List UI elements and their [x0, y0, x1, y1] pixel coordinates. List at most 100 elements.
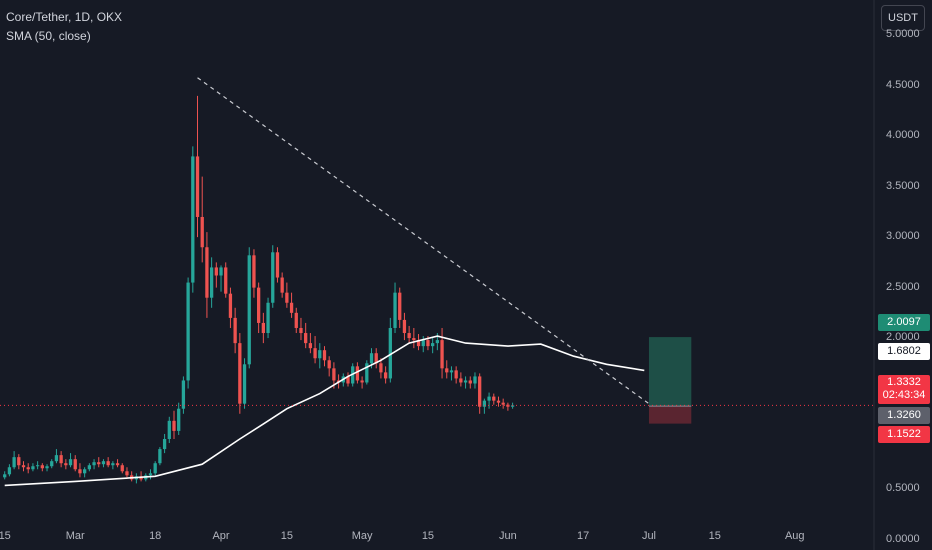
- candle-body: [3, 474, 7, 478]
- candle-body: [73, 459, 77, 470]
- candle-body: [186, 282, 190, 381]
- target-price-badge: 2.0097: [878, 314, 930, 331]
- candle-body: [478, 376, 482, 407]
- candle-body: [214, 267, 218, 276]
- candle-body: [26, 467, 30, 470]
- candle-body: [402, 319, 407, 334]
- candle-body: [252, 255, 256, 288]
- price-tick-label: 2.5000: [886, 280, 920, 293]
- candle-body: [289, 302, 294, 313]
- candle-body: [64, 463, 68, 466]
- entry-price-badge: 1.3260: [878, 407, 930, 424]
- candle-body: [454, 370, 458, 379]
- indicator-label[interactable]: SMA (50, close): [6, 29, 91, 43]
- candle-body: [275, 252, 280, 278]
- candle-body: [482, 400, 487, 407]
- candle-body: [148, 473, 153, 476]
- time-tick-label: May: [351, 530, 373, 542]
- candle-body: [181, 380, 186, 409]
- price-tick-label: 0.0000: [886, 532, 920, 545]
- candle-body: [191, 156, 195, 283]
- time-tick-label: Jun: [499, 530, 517, 542]
- candle-body: [158, 449, 162, 464]
- candle-body: [92, 462, 96, 466]
- candle-body: [510, 405, 515, 407]
- candle-body: [78, 469, 82, 474]
- candle-body: [242, 364, 247, 404]
- candle-body: [365, 363, 369, 383]
- candle-body: [266, 302, 270, 334]
- candle-body: [318, 350, 322, 359]
- price-tick-label: 0.5000: [886, 482, 920, 495]
- time-tick-label: 15: [0, 530, 11, 542]
- candle-body: [40, 465, 44, 469]
- candle-body: [50, 461, 54, 467]
- candle-body: [83, 469, 87, 474]
- last-price-badge: 1.3332 02:43:34: [878, 375, 930, 404]
- candle-body: [17, 457, 21, 466]
- candle-body: [177, 408, 181, 431]
- candles: [3, 95, 515, 484]
- candle-body: [299, 327, 303, 334]
- time-tick-label: Jul: [641, 530, 656, 542]
- candle-body: [54, 455, 59, 462]
- candle-body: [449, 370, 454, 373]
- candle-body: [219, 267, 223, 276]
- candle-body: [492, 396, 496, 401]
- candle-body: [68, 459, 73, 466]
- time-tick-label: Aug: [784, 530, 805, 542]
- candle-body: [31, 466, 35, 470]
- candle-body: [355, 366, 360, 381]
- time-tick-label: 15: [708, 530, 721, 542]
- candle-body: [369, 353, 374, 364]
- candle-body: [35, 465, 40, 467]
- candle-body: [431, 343, 435, 347]
- candle-body: [172, 420, 176, 431]
- price-tick-label: 4.0000: [886, 129, 920, 142]
- candle-body: [393, 292, 397, 328]
- candle-body: [379, 363, 383, 373]
- candle-body: [167, 420, 171, 439]
- candle-body: [398, 292, 402, 320]
- currency-unit-button[interactable]: USDT: [881, 5, 925, 31]
- candle-body: [322, 350, 327, 361]
- candle-body: [294, 312, 298, 328]
- candle-body: [205, 247, 209, 298]
- candle-body: [407, 333, 411, 339]
- time-tick-label: Apr: [212, 530, 230, 542]
- candle-body: [468, 380, 472, 384]
- candle-body: [209, 267, 214, 298]
- candle-body: [501, 402, 505, 405]
- price-tick-label: 3.0000: [886, 230, 920, 243]
- candle-body: [459, 378, 463, 383]
- time-tick-label: 18: [149, 530, 162, 542]
- candle-body: [487, 396, 491, 401]
- candle-body: [21, 465, 26, 468]
- candle-body: [271, 252, 275, 303]
- candle-body: [195, 156, 200, 217]
- candle-body: [101, 461, 106, 465]
- candle-body: [238, 343, 242, 404]
- candle-body: [346, 376, 350, 384]
- sma-line: [4, 335, 645, 487]
- candle-body: [285, 292, 289, 303]
- price-tick-label: 3.5000: [886, 179, 920, 192]
- price-tick-label: 5.0000: [886, 28, 920, 41]
- candle-body: [304, 333, 308, 344]
- candle-body: [440, 340, 444, 369]
- candle-body: [111, 463, 115, 466]
- candle-body: [445, 368, 449, 373]
- candle-body: [383, 372, 388, 379]
- symbol-title[interactable]: Core/Tether, 1D, OKX: [6, 10, 123, 24]
- candle-body: [59, 455, 63, 464]
- candle-body: [280, 277, 284, 293]
- candle-body: [496, 400, 501, 403]
- candle-body: [327, 360, 331, 369]
- time-tick-label: 15: [280, 530, 293, 542]
- candle-body: [115, 463, 120, 466]
- stop-price-badge: 1.1522: [878, 426, 930, 443]
- candle-body: [162, 438, 167, 450]
- candle-body: [313, 348, 317, 359]
- candle-body: [360, 380, 364, 383]
